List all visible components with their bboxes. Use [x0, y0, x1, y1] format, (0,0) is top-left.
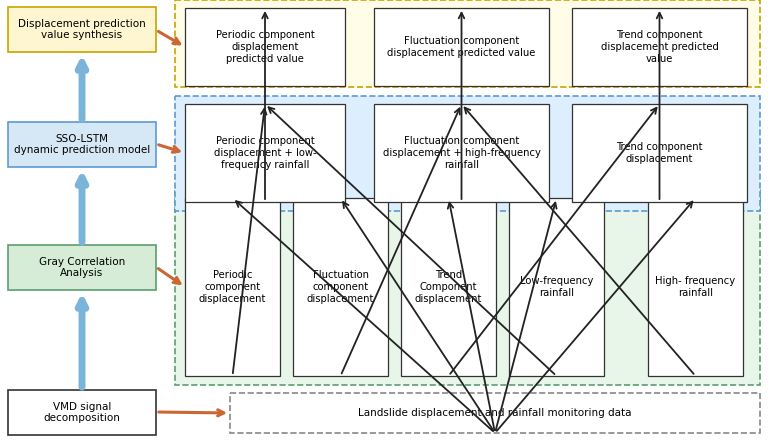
Text: Periodic component
displacement
predicted value: Periodic component displacement predicte…	[216, 30, 314, 64]
FancyBboxPatch shape	[185, 104, 345, 202]
FancyBboxPatch shape	[374, 8, 549, 86]
Text: Trend
Component
displacement: Trend Component displacement	[415, 271, 482, 304]
FancyBboxPatch shape	[572, 104, 747, 202]
FancyBboxPatch shape	[8, 390, 156, 435]
Text: Gray Correlation
Analysis: Gray Correlation Analysis	[38, 257, 125, 278]
Text: Fluctuation component
displacement predicted value: Fluctuation component displacement predi…	[387, 36, 536, 58]
Text: Low-frequency
rainfall: Low-frequency rainfall	[520, 276, 593, 298]
Text: Fluctuation component
displacement + high-frequency
rainfall: Fluctuation component displacement + hig…	[383, 137, 541, 170]
FancyBboxPatch shape	[401, 198, 496, 376]
FancyBboxPatch shape	[175, 96, 760, 211]
FancyBboxPatch shape	[185, 198, 280, 376]
FancyBboxPatch shape	[230, 393, 760, 433]
Text: Trend component
displacement predicted
value: Trend component displacement predicted v…	[601, 30, 718, 64]
Text: Trend component
displacement: Trend component displacement	[616, 142, 703, 164]
Text: High- frequency
rainfall: High- frequency rainfall	[655, 276, 735, 298]
FancyBboxPatch shape	[175, 190, 760, 385]
Text: SSO-LSTM
dynamic prediction model: SSO-LSTM dynamic prediction model	[14, 133, 150, 155]
FancyBboxPatch shape	[175, 0, 760, 87]
Text: Periodic
component
displacement: Periodic component displacement	[199, 271, 266, 304]
FancyBboxPatch shape	[8, 7, 156, 52]
Text: Landslide displacement and rainfall monitoring data: Landslide displacement and rainfall moni…	[358, 408, 631, 418]
FancyBboxPatch shape	[509, 198, 604, 376]
FancyBboxPatch shape	[185, 8, 345, 86]
FancyBboxPatch shape	[8, 245, 156, 290]
FancyBboxPatch shape	[8, 122, 156, 167]
FancyBboxPatch shape	[374, 104, 549, 202]
Text: Periodic component
displacement + low-
frequency rainfall: Periodic component displacement + low- f…	[214, 137, 316, 170]
Text: Fluctuation
component
displacement: Fluctuation component displacement	[306, 271, 374, 304]
Text: VMD signal
decomposition: VMD signal decomposition	[44, 402, 120, 423]
Text: Displacement prediction
value synthesis: Displacement prediction value synthesis	[18, 19, 146, 40]
FancyBboxPatch shape	[572, 8, 747, 86]
FancyBboxPatch shape	[293, 198, 388, 376]
FancyBboxPatch shape	[648, 198, 743, 376]
